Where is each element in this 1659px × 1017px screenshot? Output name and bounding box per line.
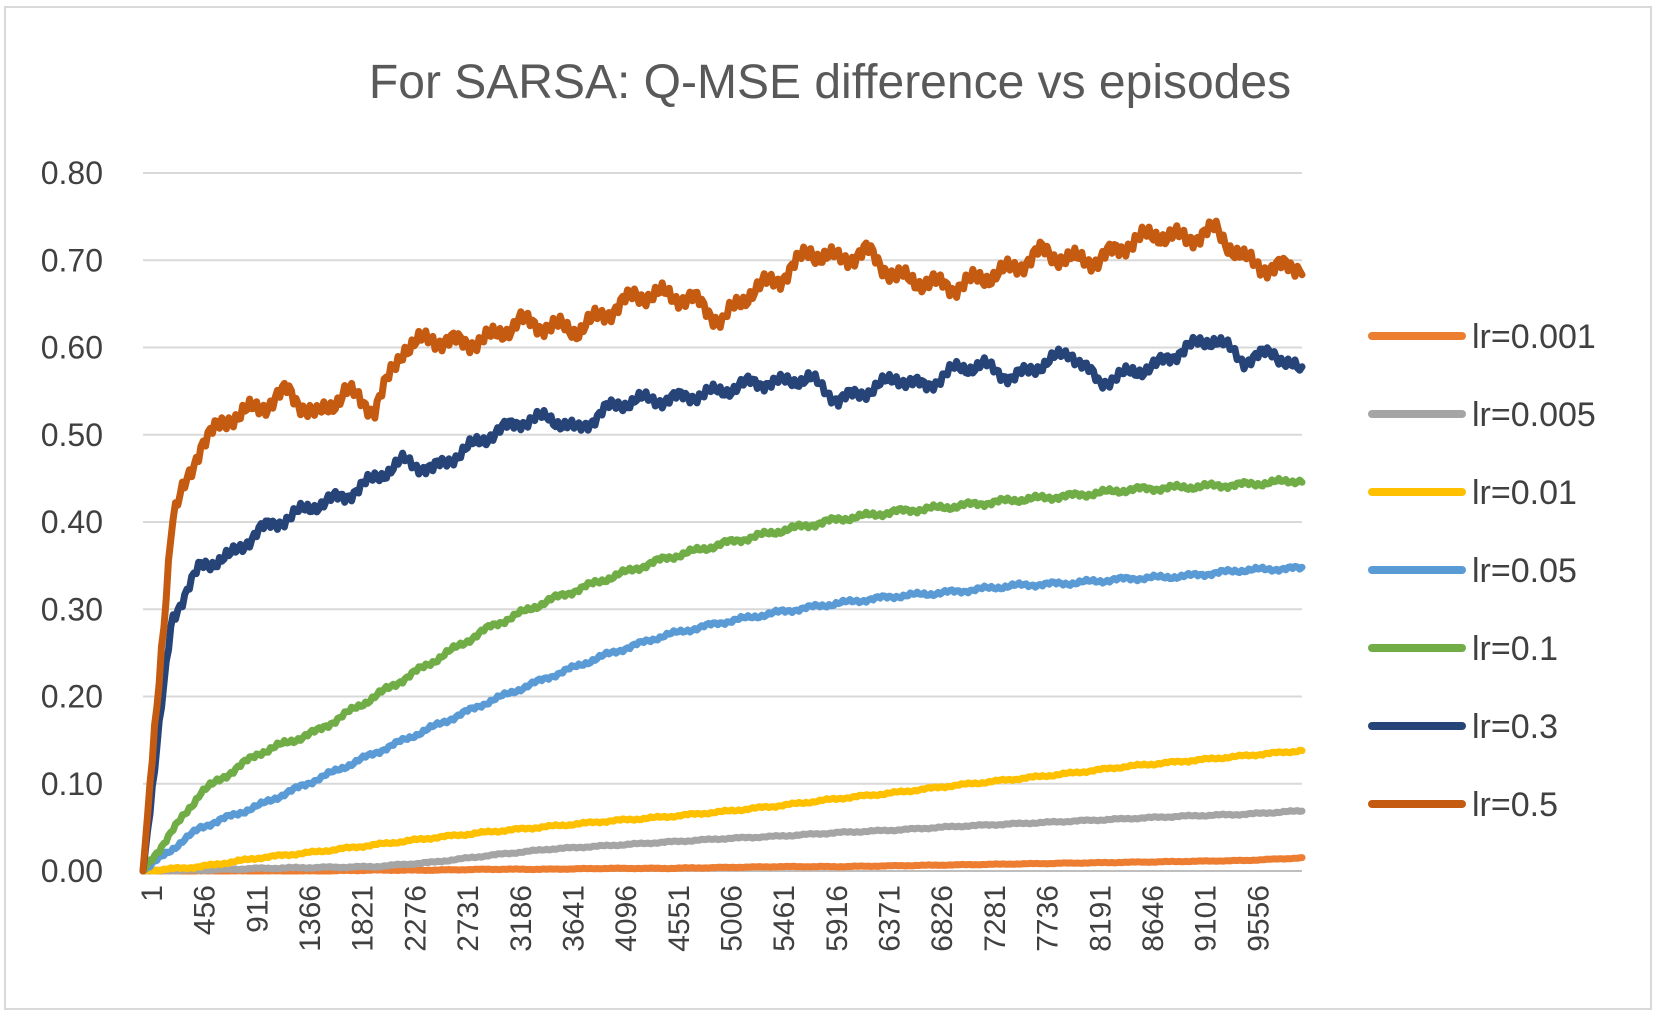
x-tick-label: 7281	[979, 885, 1012, 952]
x-tick-label: 8191	[1084, 885, 1117, 952]
x-tick-label: 911	[241, 885, 274, 933]
series-line-lr-0-01	[139, 746, 1306, 875]
series-line-lr-0-005	[139, 807, 1306, 875]
x-tick-label: 5461	[768, 885, 801, 952]
x-tick-label: 3186	[505, 885, 538, 952]
legend-label: lr=0.1	[1472, 630, 1558, 668]
y-tick-label: 0.10	[41, 766, 103, 802]
x-axis-ticks: 1 456 911 1366 1821 2276 2731 3186 3641 4096 4551 5…	[136, 885, 1275, 952]
x-tick-label: 6826	[926, 885, 959, 952]
x-tick-label: 4551	[663, 885, 696, 952]
y-tick-label: 0.20	[41, 679, 103, 715]
x-tick-label: 5916	[821, 885, 854, 952]
y-tick-label: 0.00	[41, 853, 103, 889]
x-tick-label: 5006	[716, 885, 749, 952]
y-tick-label: 0.40	[41, 504, 103, 540]
x-tick-label: 9101	[1190, 885, 1223, 952]
series-line-lr-0-3	[139, 333, 1306, 875]
x-tick-label: 6371	[874, 885, 907, 952]
series-line-lr-0-05	[139, 562, 1306, 875]
legend-label: lr=0.001	[1472, 318, 1596, 356]
y-tick-label: 0.50	[41, 417, 103, 453]
legend-label: lr=0.01	[1472, 474, 1577, 512]
x-tick-label: 7736	[1032, 885, 1065, 952]
x-tick-label: 8646	[1137, 885, 1170, 952]
x-tick-label: 2276	[399, 885, 432, 952]
series-line-lr-0-5	[139, 217, 1306, 875]
chart-title: For SARSA: Q-MSE difference vs episodes	[369, 56, 1291, 109]
x-tick-label: 1821	[347, 885, 380, 952]
x-tick-label: 3641	[557, 885, 590, 952]
legend-label: lr=0.005	[1472, 396, 1596, 434]
x-tick-label: 456	[189, 885, 222, 935]
y-tick-label: 0.60	[41, 330, 103, 366]
x-tick-label: 1	[136, 885, 169, 902]
series-line-lr-0-1	[139, 474, 1306, 875]
series-line-lr-0-001	[139, 854, 1306, 875]
y-tick-label: 0.80	[41, 155, 103, 191]
legend-label: lr=0.05	[1472, 552, 1577, 590]
legend: lr=0.001 lr=0.005 lr=0.01 lr=0.05 lr=0.1 lr=0…	[1368, 318, 1596, 824]
series-lines	[139, 217, 1306, 875]
x-tick-label: 2731	[452, 885, 485, 952]
y-tick-label: 0.70	[41, 242, 103, 278]
x-tick-label: 9556	[1242, 885, 1275, 952]
x-tick-label: 4096	[610, 885, 643, 952]
y-tick-label: 0.30	[41, 591, 103, 627]
y-axis-ticks: 0.00 0.10 0.20 0.30 0.40 0.50 0.60 0.70 0.80	[41, 155, 103, 889]
x-tick-label: 1366	[294, 885, 327, 952]
legend-label: lr=0.3	[1472, 708, 1558, 746]
legend-label: lr=0.5	[1472, 786, 1558, 824]
